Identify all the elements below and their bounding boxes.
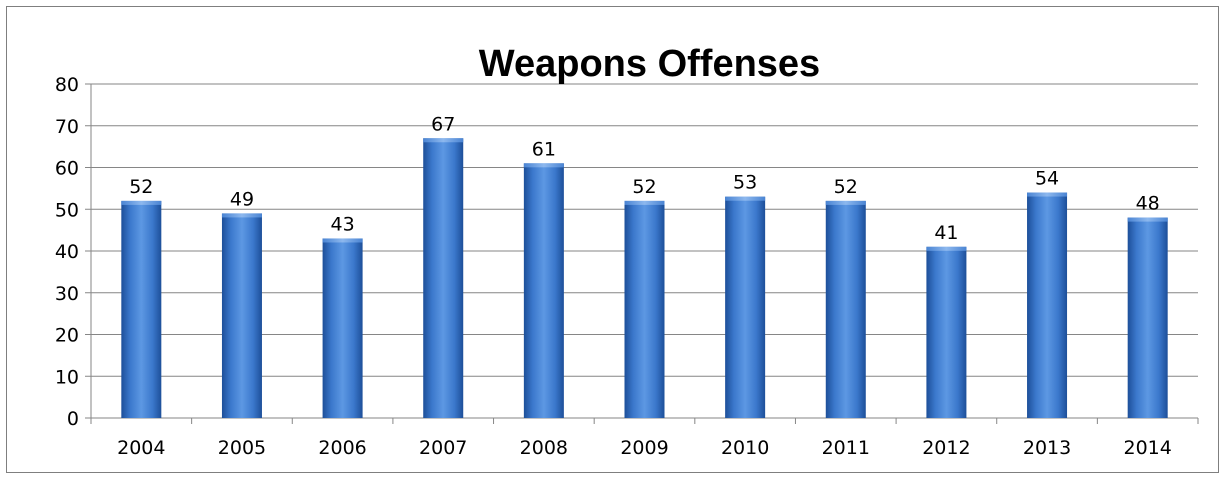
y-tick-label: 10	[55, 366, 79, 388]
bar-2009	[624, 200, 665, 418]
bar-2011	[825, 200, 866, 418]
x-tick-label-2004: 2004	[117, 437, 165, 459]
x-tick-label-2006: 2006	[318, 437, 366, 459]
y-tick-label: 70	[55, 116, 79, 138]
bar-cap	[1027, 192, 1068, 197]
bar-2014	[1127, 217, 1168, 418]
bar-cap	[523, 163, 564, 168]
x-tick-label-2010: 2010	[721, 437, 769, 459]
x-tick-label-2011: 2011	[822, 437, 870, 459]
data-label-2013: 54	[1035, 168, 1059, 190]
bar-2007	[423, 138, 464, 418]
bar-cap	[322, 238, 363, 243]
x-tick-label-2009: 2009	[620, 437, 668, 459]
y-tick-label: 30	[55, 283, 79, 305]
bar-2005	[221, 213, 262, 418]
data-label-2014: 48	[1136, 193, 1160, 215]
bar-2013	[1027, 192, 1068, 418]
y-tick-label: 60	[55, 158, 79, 180]
x-tick-label-2005: 2005	[218, 437, 266, 459]
data-label-2004: 52	[129, 176, 153, 198]
bar-cap	[725, 196, 766, 201]
x-tick-label-2013: 2013	[1023, 437, 1071, 459]
bar-2012	[926, 246, 967, 418]
data-label-2007: 67	[431, 113, 455, 135]
y-tick-label: 40	[55, 241, 79, 263]
bar-2004	[121, 200, 162, 418]
y-tick-label: 20	[55, 325, 79, 347]
x-tick-label-2014: 2014	[1124, 437, 1172, 459]
x-tick-label-2012: 2012	[922, 437, 970, 459]
bar-cap	[624, 200, 665, 205]
x-tick-label-2007: 2007	[419, 437, 467, 459]
bar-cap	[1127, 217, 1168, 222]
data-label-2006: 43	[330, 213, 354, 235]
bar-cap	[926, 246, 967, 251]
data-label-2009: 52	[632, 176, 656, 198]
bar-cap	[221, 213, 262, 218]
data-label-2005: 49	[230, 188, 254, 210]
bar-cap	[121, 200, 162, 205]
bar-cap	[423, 138, 464, 143]
x-tick-label-2008: 2008	[520, 437, 568, 459]
bars	[121, 138, 1168, 418]
bar-2008	[523, 163, 564, 418]
y-tick-label: 50	[55, 199, 79, 221]
y-tick-label: 0	[67, 408, 79, 430]
bar-2006	[322, 238, 363, 418]
data-labels: 52 49 43 67 61 52 53 52 41 54 48	[129, 113, 1160, 244]
data-label-2011: 52	[834, 176, 858, 198]
bar-cap	[825, 200, 866, 205]
data-label-2012: 41	[934, 222, 958, 244]
bar-2010	[725, 196, 766, 418]
data-label-2008: 61	[532, 138, 556, 160]
y-tick-label: 80	[55, 74, 79, 96]
data-label-2010: 53	[733, 172, 757, 194]
chart-title: Weapons Offenses	[479, 43, 820, 85]
